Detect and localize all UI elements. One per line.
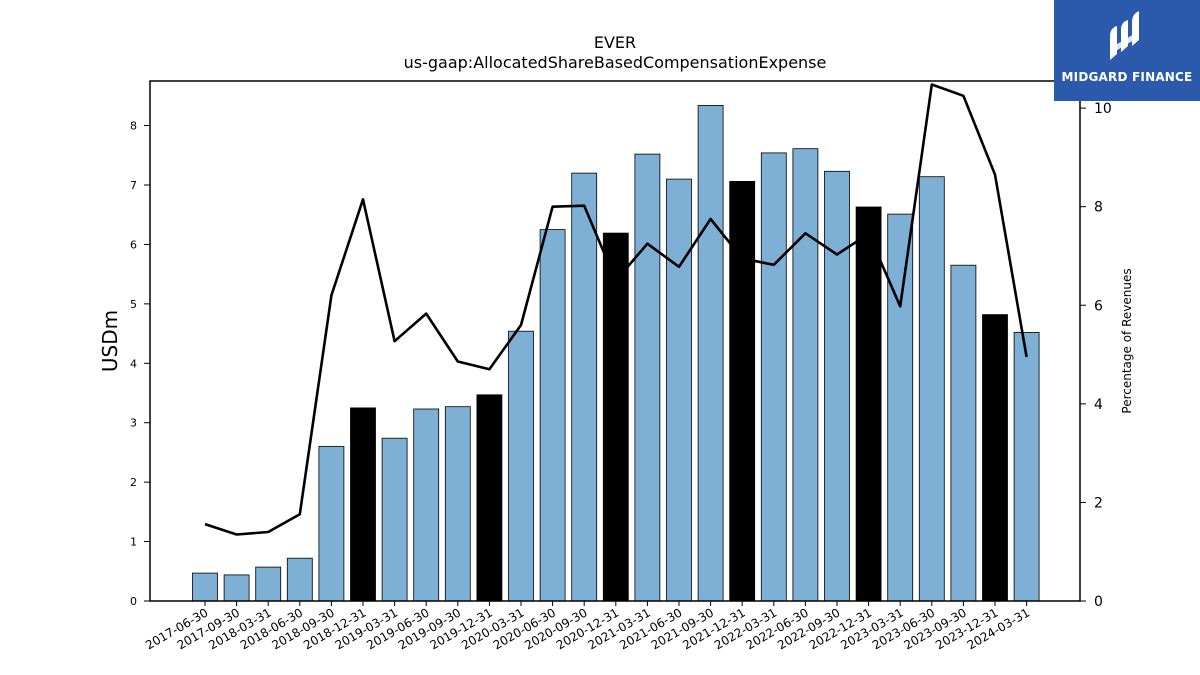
chart-subtitle: us-gaap:AllocatedShareBasedCompensationE… — [404, 53, 827, 72]
bar-2022-12-31 — [855, 206, 882, 602]
bar-2022-06-30 — [792, 148, 819, 602]
y2-tick-label: 8 — [1094, 200, 1103, 216]
y-tick-label: 6 — [130, 238, 137, 251]
bar-2024-03-31 — [1013, 331, 1040, 602]
bar-2019-06-30 — [413, 408, 440, 602]
bar-2020-03-31 — [508, 330, 534, 602]
y2-tick-label: 0 — [1094, 594, 1103, 610]
bar-2023-03-31 — [887, 213, 914, 602]
bar-2023-09-30 — [950, 264, 977, 602]
bar-2022-09-30 — [824, 170, 850, 602]
y2-tick-label: 10 — [1094, 101, 1112, 117]
bar-2022-03-31 — [760, 152, 787, 602]
y2-tick-label: 6 — [1094, 298, 1103, 314]
bar-2019-09-30 — [444, 406, 471, 602]
bar-2019-12-31 — [476, 394, 503, 602]
y2-tick-label: 4 — [1094, 397, 1103, 413]
brand-name: MIDGARD FINANCE — [1061, 70, 1193, 84]
bar-2018-03-31 — [255, 566, 282, 602]
y-tick-label: 3 — [130, 417, 137, 430]
percentage-line — [204, 83, 1028, 536]
y2-tick-label: 2 — [1094, 495, 1103, 511]
y-tick-label: 7 — [130, 179, 137, 192]
bar-2018-06-30 — [286, 557, 313, 602]
chart-title: EVER — [594, 33, 636, 52]
y-tick-label: 4 — [130, 357, 137, 370]
bar-2023-12-31 — [982, 314, 1008, 602]
bar-2019-03-31 — [381, 437, 408, 602]
bar-2021-12-31 — [729, 180, 756, 602]
bar-2021-06-30 — [666, 178, 692, 602]
brand-logo: MIDGARD FINANCE — [1054, 0, 1200, 101]
bar-2020-12-31 — [602, 232, 629, 602]
brand-mark-icon — [1110, 11, 1139, 60]
bar-2018-09-30 — [318, 446, 345, 602]
plot-frame — [149, 80, 1081, 602]
bar-2023-06-30 — [918, 176, 945, 602]
y-tick-label: 2 — [130, 476, 137, 489]
y-tick-label: 0 — [130, 595, 137, 608]
bar-2021-03-31 — [634, 153, 661, 602]
bar-2020-09-30 — [571, 172, 598, 602]
y-axis-label: USDm — [98, 310, 122, 372]
bar-2021-09-30 — [697, 105, 724, 602]
bar-2018-12-31 — [350, 407, 376, 602]
bar-2017-06-30 — [192, 572, 218, 602]
y-tick-label: 8 — [130, 120, 137, 133]
y2-axis-label: Percentage of Revenues — [1120, 268, 1134, 413]
bar-2020-06-30 — [539, 229, 566, 602]
bar-2017-09-30 — [223, 574, 250, 602]
y-tick-label: 5 — [130, 298, 137, 311]
y-tick-label: 1 — [130, 536, 137, 549]
